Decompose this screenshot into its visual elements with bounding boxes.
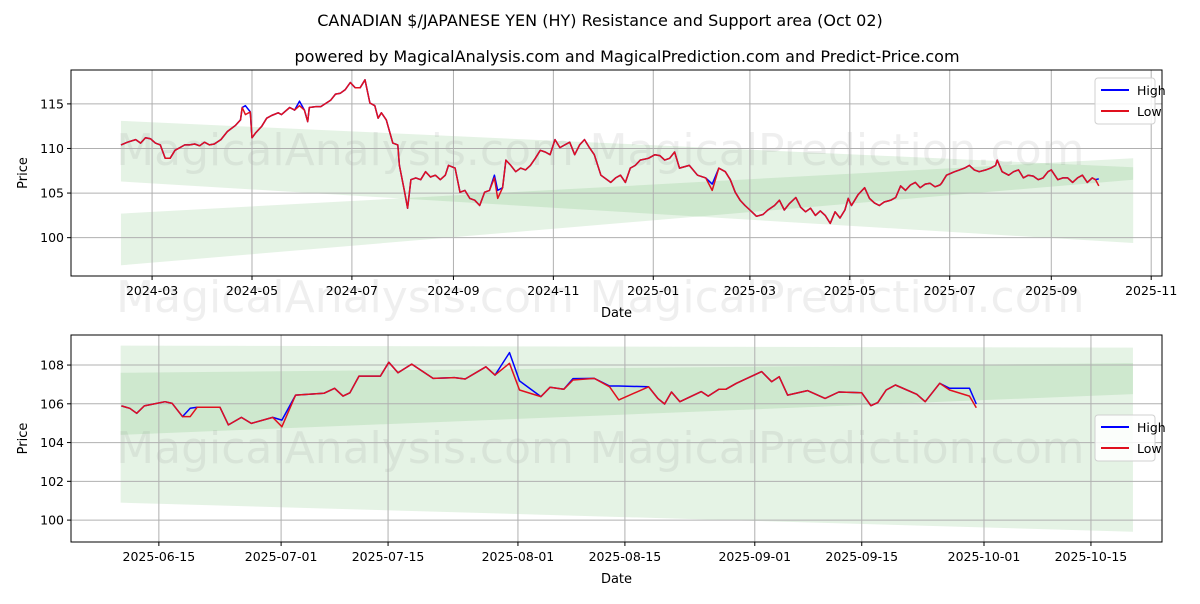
y-tick-label: 115 — [40, 96, 64, 111]
support-resistance-band — [120, 158, 1134, 266]
x-tick-label: 2024-09 — [427, 283, 479, 298]
watermark-text: MagicalAnalysis.com — [116, 272, 574, 323]
top-panel: MagicalAnalysis.com MagicalPrediction.com… — [16, 69, 1177, 323]
legend-label-high: High — [1137, 420, 1166, 435]
legend-label-low: Low — [1137, 441, 1162, 456]
y-tick-label: 100 — [40, 230, 64, 245]
x-tick-label: 2024-03 — [126, 283, 178, 298]
x-tick-label: 2025-10-15 — [1055, 549, 1128, 564]
chart-title: CANADIAN $/JAPANESE YEN (HY) Resistance … — [317, 11, 883, 30]
x-tick-label: 2025-08-15 — [589, 549, 662, 564]
watermark-text: MagicalPrediction.com — [590, 272, 1085, 323]
chart-subtitle: powered by MagicalAnalysis.com and Magic… — [294, 47, 959, 66]
y-tick-label: 102 — [40, 474, 64, 489]
y-tick-label: 106 — [40, 396, 64, 411]
y-tick-label: 105 — [40, 186, 64, 201]
x-tick-label: 2025-11 — [1125, 283, 1177, 298]
watermark-text: MagicalAnalysis.com — [116, 125, 574, 176]
x-axis-label: Date — [601, 572, 632, 587]
low-series-line — [121, 361, 977, 428]
x-tick-label: 2024-07 — [326, 283, 378, 298]
legend-label-high: High — [1137, 83, 1166, 98]
y-tick-label: 110 — [40, 141, 64, 156]
support-resistance-band — [120, 363, 1133, 532]
plot-frame — [70, 334, 1163, 543]
support-resistance-band — [120, 120, 1134, 244]
legend-label-low: Low — [1137, 104, 1162, 119]
x-tick-label: 2025-06-15 — [123, 549, 196, 564]
watermark-text: MagicalAnalysis.com — [116, 423, 574, 474]
y-tick-label: 108 — [40, 358, 64, 373]
x-tick-label: 2025-09 — [1025, 283, 1077, 298]
x-tick-label: 2025-10-01 — [948, 549, 1021, 564]
y-axis-label: Price — [16, 423, 31, 455]
watermark-text: MagicalPrediction.com — [590, 423, 1085, 474]
x-tick-label: 2025-03 — [724, 283, 776, 298]
x-tick-label: 2025-07-01 — [245, 549, 318, 564]
y-axis-label: Price — [16, 157, 31, 189]
x-tick-label: 2025-07 — [924, 283, 976, 298]
x-tick-label: 2025-09-15 — [825, 549, 898, 564]
x-axis-label: Date — [601, 306, 632, 321]
x-tick-label: 2025-05 — [824, 283, 876, 298]
x-tick-label: 2024-05 — [226, 283, 278, 298]
x-tick-label: 2024-11 — [527, 283, 579, 298]
x-tick-label: 2025-01 — [627, 283, 679, 298]
x-tick-label: 2025-09-01 — [718, 549, 791, 564]
plot-frame — [70, 69, 1163, 277]
y-tick-label: 100 — [40, 513, 64, 528]
watermark-text: MagicalPrediction.com — [590, 125, 1085, 176]
y-tick-label: 104 — [40, 435, 64, 450]
x-tick-label: 2025-07-15 — [352, 549, 425, 564]
x-tick-label: 2025-08-01 — [482, 549, 555, 564]
bottom-panel: MagicalAnalysis.com MagicalPrediction.com… — [16, 334, 1166, 587]
low-series-line — [120, 79, 1100, 225]
support-resistance-band — [120, 345, 1133, 435]
